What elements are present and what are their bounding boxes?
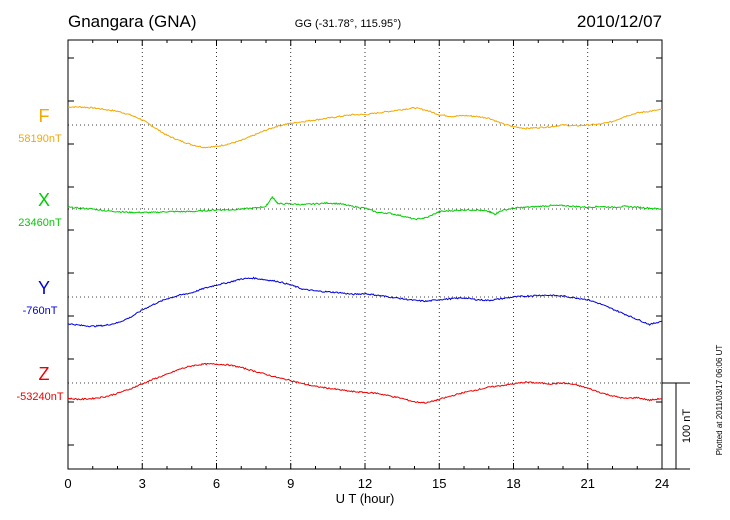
x-tick-labels: 0 3 6 9 12 15 18 21 24 xyxy=(64,476,669,491)
station-title: Gnangara (GNA) xyxy=(68,12,197,31)
series-name-x: X xyxy=(38,190,50,210)
series-labels: F 58190nT X 23460nT Y -760nT Z -53240nT xyxy=(16,106,63,403)
plotted-timestamp: Plotted at 2011/03/17 06:06 UT xyxy=(715,345,724,456)
x-tick-label: 3 xyxy=(139,476,146,491)
series-name-z: Z xyxy=(39,364,50,384)
series-line-y xyxy=(67,276,663,328)
x-tick-label: 24 xyxy=(655,476,669,491)
scale-bar-label: 100 nT xyxy=(681,409,693,444)
series-baseline-f: 58190nT xyxy=(18,133,62,145)
x-tick-label: 6 xyxy=(213,476,220,491)
series-line-z xyxy=(67,362,663,404)
series-line-x xyxy=(67,196,663,221)
x-tick-label: 21 xyxy=(581,476,595,491)
series-name-f: F xyxy=(39,106,50,126)
x-tick-label: 0 xyxy=(64,476,71,491)
x-tick-label: 18 xyxy=(506,476,520,491)
series-line-f xyxy=(67,105,663,149)
axis-ticks xyxy=(67,40,663,469)
station-coords: GG (-31.78°, 115.95°) xyxy=(295,18,401,30)
series-name-y: Y xyxy=(38,278,50,298)
series-baseline-y: -760nT xyxy=(23,305,58,317)
x-tick-label: 12 xyxy=(358,476,372,491)
x-axis-label: U T (hour) xyxy=(336,491,395,506)
grid xyxy=(68,40,662,469)
x-tick-label: 9 xyxy=(287,476,294,491)
series-baseline-x: 23460nT xyxy=(18,217,62,229)
series-lines xyxy=(67,105,663,404)
plot-date: 2010/12/07 xyxy=(577,12,662,31)
x-tick-label: 15 xyxy=(432,476,446,491)
scale-bar: 100 nT xyxy=(662,382,693,470)
series-baseline-z: -53240nT xyxy=(16,391,63,403)
